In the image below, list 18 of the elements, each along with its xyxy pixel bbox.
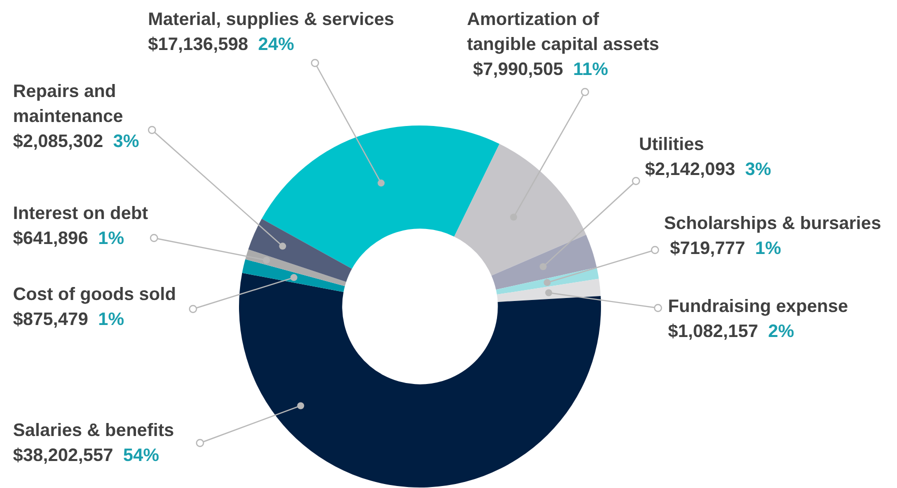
data-label: $2,085,302 3% [13,131,140,151]
data-label: $875,479 1% [13,309,124,329]
slice-label: Cost of goods sold [13,283,176,306]
data-label: $7,990,505 11% [473,59,608,79]
slice-label: Utilities [639,133,706,156]
slice-label: Scholarships & bursaries [664,212,882,235]
data-label: $38,202,557 54% [13,445,160,465]
slice-label: Repairs and maintenance [13,80,124,128]
data-label: $719,777 1% [670,238,782,258]
data-label: $17,136,598 24% [148,34,294,54]
data-label: $1,082,157 2% [668,321,794,341]
slice-label: Fundraising expense [668,295,848,318]
data-label: $2,142,093 3% [645,159,772,179]
slice-label: Salaries & benefits [13,419,174,442]
slice-label: Material, supplies & services [148,8,394,31]
slice-label: Interest on debt [13,202,148,225]
slice-label: Amortization of tangible capital assets [467,8,660,56]
data-label: $641,896 1% [13,228,124,248]
